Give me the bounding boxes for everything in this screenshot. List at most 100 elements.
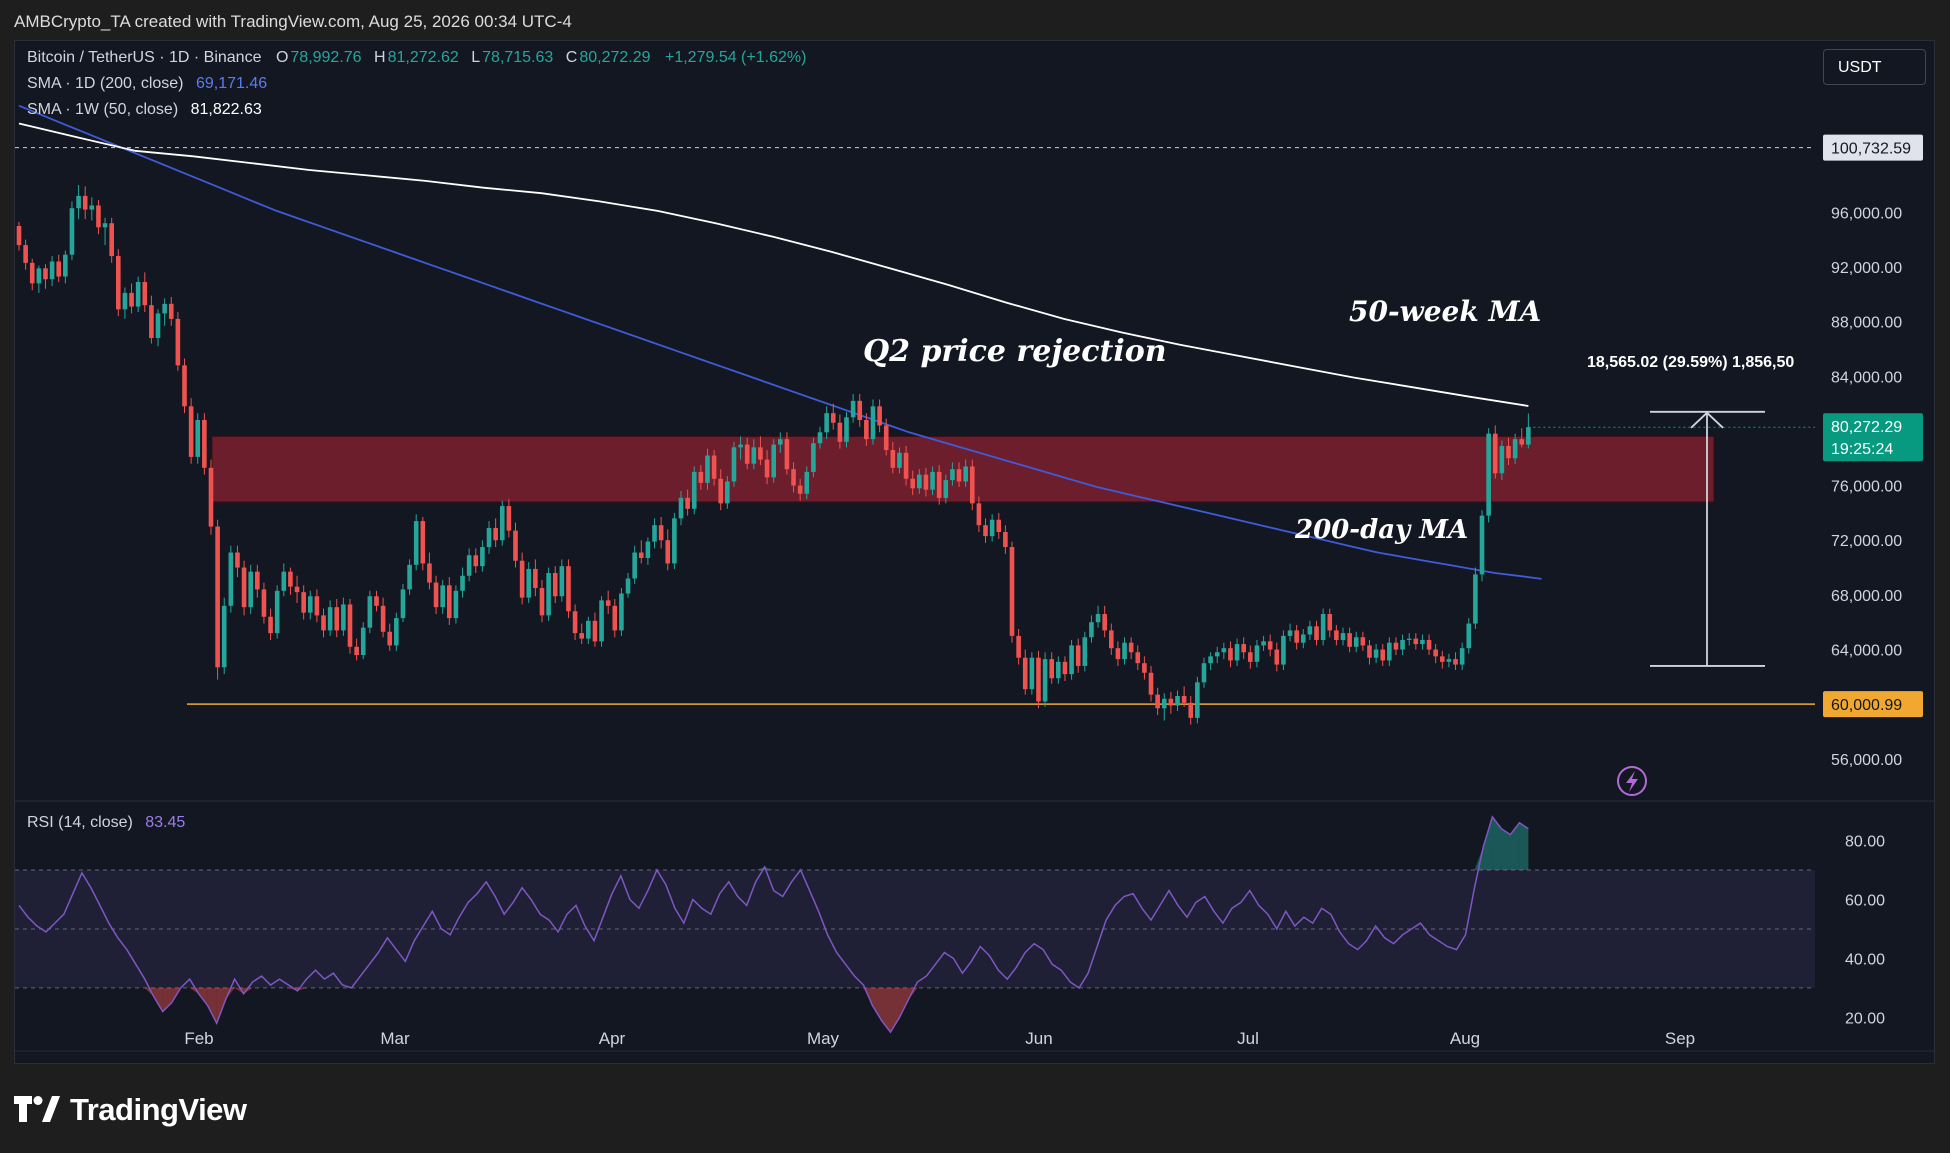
candle-body — [824, 413, 829, 433]
rsi-oversold-fill — [908, 987, 918, 1000]
rsi-overbought-fill — [1492, 816, 1502, 870]
sma200-legend[interactable]: SMA · 1D (200, close) 69,171.46 — [27, 75, 269, 93]
sma50w-value: 81,822.63 — [190, 101, 262, 118]
candle — [301, 585, 306, 620]
candle-body — [1029, 657, 1035, 690]
candle — [248, 564, 253, 615]
candle-body — [400, 589, 406, 619]
candle — [1161, 693, 1167, 721]
price-chart[interactable]: 20.00 40.00 60.00 80.00 Feb Mar Apr May Jun Jul A… — [14, 40, 1935, 1064]
candle — [566, 559, 571, 619]
candle-body — [1267, 641, 1273, 650]
candle — [850, 394, 856, 423]
candle — [221, 597, 227, 675]
candle — [1016, 629, 1021, 665]
price-tick-8: 96,000.00 — [1831, 205, 1902, 222]
candle — [791, 462, 796, 493]
candle-body — [447, 585, 452, 619]
candle — [202, 413, 207, 475]
candle-body — [619, 593, 624, 631]
candle — [341, 597, 346, 636]
candle-body — [797, 485, 803, 494]
sma50w-legend[interactable]: SMA · 1W (50, close) 81,822.63 — [27, 101, 264, 119]
candle — [910, 470, 915, 496]
candle-body — [307, 596, 313, 613]
candle — [175, 312, 181, 371]
candle-body — [1082, 637, 1088, 666]
candle-body — [427, 563, 432, 583]
candle-body — [29, 262, 35, 284]
candle-body — [599, 600, 604, 642]
candle-body — [771, 444, 776, 478]
candle — [182, 358, 187, 414]
candle — [235, 545, 240, 578]
price-tick-6: 88,000.00 — [1831, 315, 1902, 332]
candle-body — [1320, 614, 1326, 640]
candle-body — [579, 633, 584, 639]
annotation-measure-label: 18,565.02 (29.59%) 1,856,50 — [1587, 354, 1794, 371]
high-label: H — [374, 49, 386, 66]
candle-body — [321, 615, 326, 631]
candle — [923, 467, 929, 497]
candle-body — [215, 526, 220, 668]
rsi-oversold-fill — [162, 987, 172, 1012]
candle-body — [559, 566, 565, 597]
candle-body — [1148, 672, 1154, 695]
candle — [473, 548, 479, 574]
symbol-legend[interactable]: Bitcoin / TetherUS · 1D · Binance O 78,99… — [27, 49, 808, 67]
candle-body — [725, 481, 730, 504]
candle-body — [367, 596, 373, 628]
candle — [930, 466, 935, 496]
chart-svg[interactable]: 20.00 40.00 60.00 80.00 Feb Mar Apr May Jun Jul A… — [15, 41, 1935, 1064]
candle-body — [96, 205, 101, 228]
candle — [711, 450, 717, 486]
candle-body — [241, 567, 247, 608]
candle-body — [460, 575, 465, 591]
candle — [63, 250, 68, 284]
candle — [533, 559, 538, 597]
candle — [1142, 656, 1147, 680]
candle — [1367, 639, 1372, 665]
rsi-legend[interactable]: RSI (14, close) 83.45 — [27, 814, 187, 832]
candle-body — [665, 540, 671, 564]
time-tick-apr: Apr — [599, 1029, 626, 1048]
candle — [784, 432, 790, 475]
candle-body — [268, 616, 273, 634]
candle — [208, 459, 214, 535]
candle — [1049, 652, 1055, 684]
candle — [155, 309, 161, 347]
candle — [817, 426, 823, 449]
candle — [1353, 631, 1359, 653]
candle-body — [433, 582, 439, 608]
candle — [215, 519, 220, 680]
candle-body — [817, 432, 823, 444]
candle-body — [1248, 652, 1253, 662]
labels-layer: 56,000.00 64,000.00 68,000.00 72,000.00 76,0… — [1823, 134, 1923, 769]
candle — [1042, 652, 1048, 707]
candle — [559, 559, 565, 602]
candle-body — [1069, 645, 1074, 675]
candle-body — [135, 281, 141, 307]
candle-body — [109, 223, 114, 257]
high-value: 81,272.62 — [387, 49, 459, 66]
candle — [969, 459, 975, 511]
candle — [1281, 630, 1286, 671]
candle-body — [1036, 657, 1041, 702]
candle-body — [1049, 659, 1055, 679]
candle — [56, 254, 62, 282]
candle — [883, 418, 889, 456]
candle — [619, 588, 624, 636]
candle — [864, 413, 869, 446]
candle — [638, 540, 644, 564]
currency-button[interactable]: USDT — [1823, 49, 1926, 85]
candle-body — [1334, 630, 1339, 640]
candle — [1420, 634, 1425, 650]
candle-body — [625, 578, 631, 594]
candle — [433, 575, 439, 615]
candle-body — [466, 555, 472, 576]
rsi-overbought-fill — [764, 867, 774, 870]
candle — [1400, 634, 1405, 655]
candle — [1274, 642, 1280, 672]
top-price-tag: 100,732.59 — [1823, 134, 1923, 161]
candle — [1102, 605, 1107, 638]
